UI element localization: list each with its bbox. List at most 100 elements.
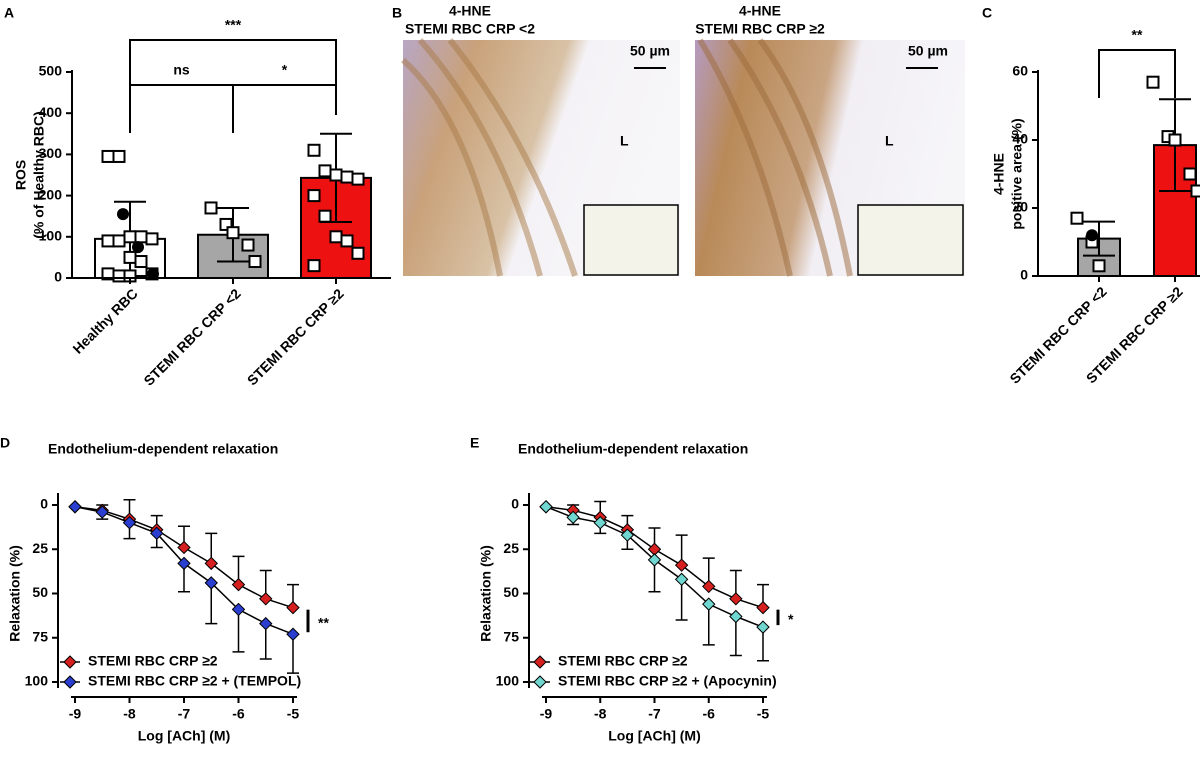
data-point	[342, 235, 353, 246]
x-tick-label: -5	[287, 706, 300, 722]
x-tick-label: STEMI RBC CRP ≥2	[244, 285, 347, 388]
data-point	[309, 260, 320, 271]
inset	[858, 205, 963, 275]
image-title: 4-HNE	[739, 3, 781, 19]
data-point	[309, 145, 320, 156]
y-axis-label: Relaxation (%)	[7, 545, 23, 641]
significance-bracket	[233, 85, 336, 133]
x-tick-label: -9	[69, 706, 82, 722]
data-point	[331, 170, 342, 181]
data-point	[228, 227, 239, 238]
y-tick-label: 50	[32, 584, 48, 600]
panel-label: A	[4, 5, 14, 21]
significance-label: *	[282, 62, 288, 78]
data-point	[1192, 186, 1200, 197]
data-point	[103, 235, 114, 246]
data-point	[114, 151, 125, 162]
legend-label: STEMI RBC CRP ≥2 + (Apocynin)	[558, 673, 777, 689]
data-point	[353, 174, 364, 185]
data-point	[1148, 77, 1159, 88]
chart-title: Endothelium-dependent relaxation	[518, 441, 748, 457]
significance-label: **	[1132, 27, 1143, 43]
legend-marker	[534, 656, 546, 668]
data-point	[243, 240, 254, 251]
data-point	[320, 165, 331, 176]
data-point	[206, 202, 217, 213]
y-axis-label: (% of Healthy RBC)	[31, 111, 47, 239]
image-subtitle: STEMI RBC CRP <2	[405, 21, 535, 37]
data-point	[147, 233, 158, 244]
data-point	[103, 151, 114, 162]
y-tick-label: 0	[40, 496, 48, 512]
x-axis-label: Log [ACh] (M)	[608, 728, 701, 744]
inset	[584, 205, 678, 275]
data-point	[730, 611, 742, 623]
significance-label: ***	[225, 17, 242, 33]
significance-bracket	[130, 85, 233, 133]
data-point	[757, 602, 769, 614]
x-tick-label: -7	[178, 706, 191, 722]
y-tick-label: 0	[1020, 267, 1028, 283]
scale-label: 50 µm	[630, 43, 670, 59]
x-axis-label: Log [ACh] (M)	[138, 728, 231, 744]
lumen-label: L	[620, 133, 629, 149]
data-point-filled	[1086, 229, 1098, 241]
data-point	[331, 231, 342, 242]
data-point-filled	[117, 208, 129, 220]
data-point	[567, 511, 579, 523]
data-point	[260, 618, 272, 630]
data-point	[69, 501, 81, 513]
panel-label: B	[392, 5, 402, 21]
y-tick-label: 60	[1012, 63, 1028, 79]
data-point	[287, 628, 299, 640]
data-point	[287, 602, 299, 614]
data-point	[136, 231, 147, 242]
x-tick-label: -7	[648, 706, 661, 722]
significance-label: ns	[173, 62, 190, 78]
data-point	[114, 235, 125, 246]
data-point	[125, 252, 136, 263]
x-tick-label: STEMI RBC CRP <2	[140, 285, 243, 388]
x-tick-label: Healthy RBC	[69, 285, 140, 356]
image-subtitle: STEMI RBC CRP ≥2	[695, 21, 825, 37]
x-tick-label: -5	[757, 706, 770, 722]
y-tick-label: 500	[39, 63, 63, 79]
y-tick-label: 0	[54, 269, 62, 285]
image-title: 4-HNE	[449, 3, 491, 19]
legend-label: STEMI RBC CRP ≥2	[88, 653, 218, 669]
x-tick-label: -8	[123, 706, 136, 722]
data-point	[136, 256, 147, 267]
data-point	[1072, 213, 1083, 224]
chart-title: Endothelium-dependent relaxation	[48, 441, 278, 457]
panel-label: E	[470, 435, 479, 451]
significance-label: *	[788, 611, 794, 627]
legend-label: STEMI RBC CRP ≥2 + (TEMPOL)	[88, 673, 301, 689]
y-axis-label: Relaxation (%)	[478, 545, 494, 641]
y-tick-label: 50	[503, 584, 519, 600]
significance-bracket	[1099, 50, 1175, 98]
y-tick-label: 100	[496, 673, 520, 689]
data-point	[250, 256, 261, 267]
data-point-filled	[132, 241, 144, 253]
data-point	[125, 231, 136, 242]
legend-label: STEMI RBC CRP ≥2	[558, 653, 688, 669]
data-point	[757, 621, 769, 633]
y-tick-label: 0	[511, 496, 519, 512]
data-point	[114, 270, 125, 281]
y-axis-label: 4-HNE	[991, 153, 1007, 195]
y-axis-label: positive area (%)	[1009, 118, 1025, 229]
data-point	[1170, 135, 1181, 146]
x-tick-label: -9	[540, 706, 553, 722]
y-tick-label: 75	[503, 628, 519, 644]
legend-marker	[64, 656, 76, 668]
significance-label: **	[318, 615, 329, 631]
legend-marker	[64, 676, 76, 688]
y-tick-label: 75	[32, 628, 48, 644]
data-point	[320, 211, 331, 222]
lumen-label: L	[885, 133, 894, 149]
data-point	[178, 541, 190, 553]
data-point	[260, 593, 272, 605]
y-tick-label: 25	[503, 540, 519, 556]
data-point	[730, 593, 742, 605]
data-point	[353, 248, 364, 259]
